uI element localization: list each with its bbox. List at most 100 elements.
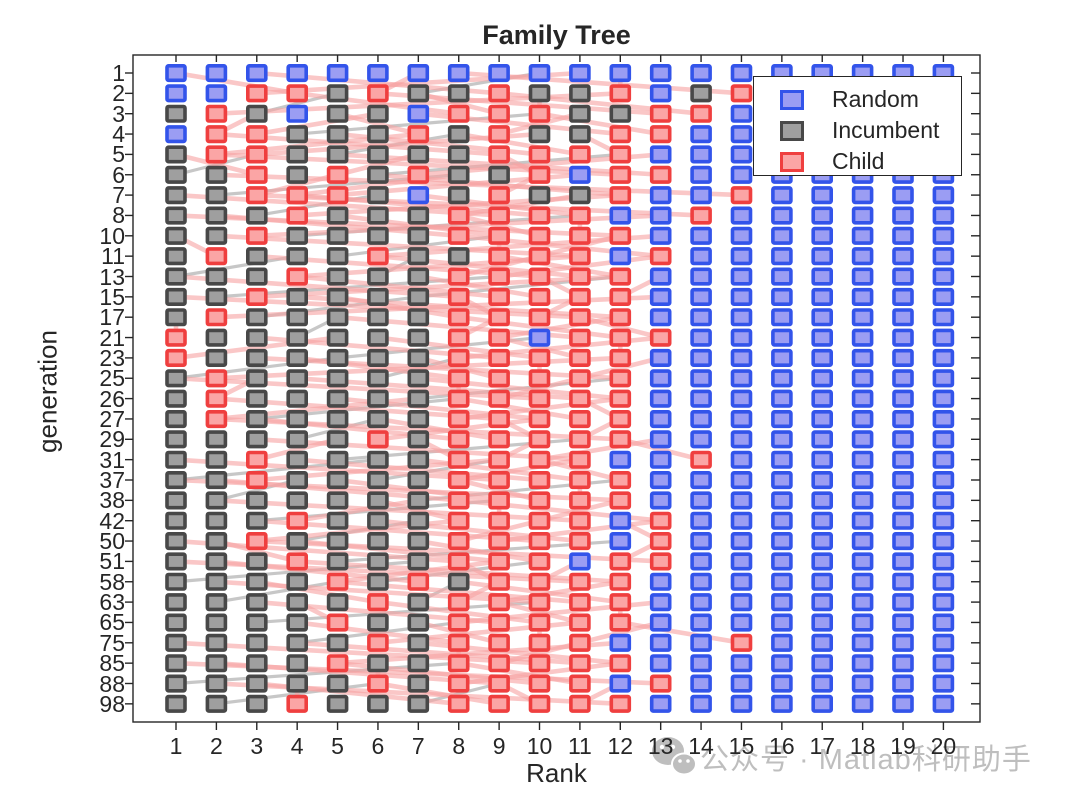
marker-random (690, 267, 712, 286)
marker-random (771, 654, 793, 673)
marker-incumbent (367, 409, 389, 429)
marker-incumbent (165, 674, 187, 693)
marker-incumbent (286, 389, 309, 408)
marker-incumbent (286, 654, 309, 673)
marker-random (649, 694, 672, 713)
y-tick-label: 63 (99, 589, 125, 616)
marker-random (892, 593, 914, 612)
marker-random (649, 613, 672, 632)
x-tick-label: 6 (371, 733, 385, 759)
marker-random (932, 552, 955, 571)
marker-incumbent (246, 593, 268, 612)
marker-random (609, 511, 632, 530)
marker-incumbent (286, 593, 309, 612)
marker-incumbent (205, 450, 228, 469)
marker-child (569, 226, 591, 245)
marker-incumbent (205, 613, 228, 632)
marker-child (246, 287, 268, 307)
marker-random (771, 572, 793, 591)
marker-random (730, 308, 753, 327)
marker-incumbent (286, 450, 309, 469)
marker-child (286, 186, 309, 205)
y-tick-label: 42 (99, 507, 125, 534)
marker-child (367, 430, 389, 449)
marker-incumbent (246, 206, 268, 225)
marker-incumbent (569, 186, 591, 205)
marker-child (609, 491, 632, 510)
marker-incumbent (205, 674, 228, 693)
y-tick-label: 75 (99, 629, 125, 656)
marker-child (205, 125, 228, 144)
y-tick-label: 6 (112, 161, 125, 188)
marker-child (367, 674, 389, 693)
y-tick-label: 98 (99, 690, 125, 717)
marker-incumbent (246, 613, 268, 632)
x-tick-label: 9 (492, 733, 506, 759)
marker-random (851, 186, 874, 205)
marker-incumbent (447, 84, 470, 103)
marker-child (528, 694, 551, 713)
marker-incumbent (367, 104, 389, 123)
marker-random (771, 247, 793, 266)
marker-child (447, 593, 470, 612)
marker-random (851, 308, 874, 327)
marker-random (892, 491, 914, 510)
y-tick-label: 7 (112, 182, 125, 209)
y-tick-label: 25 (99, 365, 125, 392)
marker-random (690, 64, 712, 83)
marker-random (690, 470, 712, 490)
marker-random (690, 125, 712, 144)
y-tick-label: 50 (99, 528, 125, 555)
marker-child (528, 593, 551, 612)
x-tick-label: 18 (849, 733, 876, 759)
marker-child (528, 287, 551, 307)
marker-random (811, 206, 834, 225)
marker-child (649, 104, 672, 123)
marker-random (690, 165, 712, 184)
marker-child (488, 84, 510, 103)
marker-random (892, 226, 914, 245)
marker-random (649, 389, 672, 408)
legend-label: Incumbent (832, 117, 940, 143)
marker-random (892, 552, 914, 571)
marker-incumbent (407, 511, 430, 530)
marker-child (447, 369, 470, 388)
marker-incumbent (326, 593, 349, 612)
marker-random (730, 145, 753, 164)
marker-child (609, 409, 632, 429)
marker-random (205, 84, 228, 103)
marker-random (932, 511, 955, 530)
marker-child (246, 531, 268, 551)
marker-child (488, 267, 510, 286)
marker-incumbent (326, 552, 349, 571)
marker-child (488, 654, 510, 673)
marker-incumbent (165, 430, 187, 449)
y-tick-label: 27 (99, 405, 125, 432)
marker-incumbent (246, 572, 268, 591)
marker-incumbent (205, 552, 228, 571)
marker-incumbent (205, 186, 228, 205)
y-tick-label: 31 (99, 446, 125, 473)
marker-incumbent (165, 694, 187, 713)
marker-random (892, 694, 914, 713)
marker-child (447, 491, 470, 510)
marker-incumbent (367, 165, 389, 184)
marker-random (690, 308, 712, 327)
marker-random (609, 674, 632, 693)
marker-random (932, 247, 955, 266)
marker-random (730, 226, 753, 245)
marker-random (690, 511, 712, 530)
marker-child (569, 694, 591, 713)
marker-random (690, 674, 712, 693)
marker-random (771, 389, 793, 408)
marker-child (569, 593, 591, 612)
marker-incumbent (367, 552, 389, 571)
x-tick-label: 17 (809, 733, 836, 759)
marker-child (609, 165, 632, 184)
marker-incumbent (165, 104, 187, 123)
marker-incumbent (326, 287, 349, 307)
marker-random (932, 186, 955, 205)
marker-random (932, 491, 955, 510)
marker-random (771, 409, 793, 429)
